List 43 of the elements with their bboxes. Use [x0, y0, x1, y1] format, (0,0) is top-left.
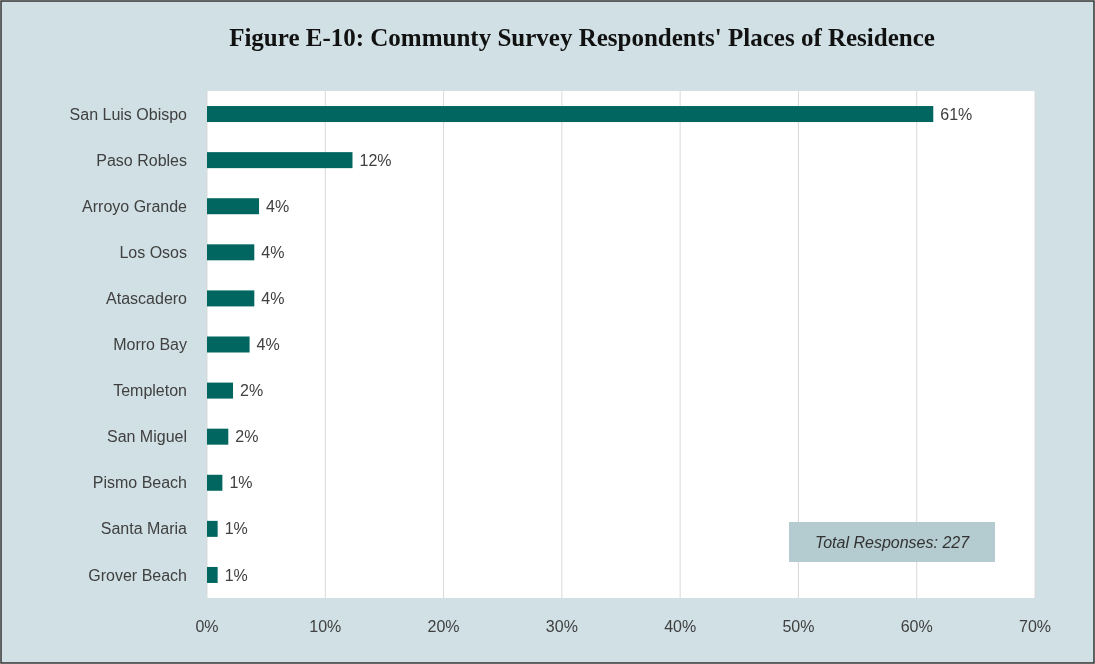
- bar: [207, 244, 255, 261]
- data-label: 4%: [256, 336, 280, 354]
- bar: [207, 198, 260, 215]
- bar: [207, 474, 223, 491]
- x-tick-label: 20%: [427, 617, 460, 635]
- y-tick-label: Santa Maria: [100, 520, 188, 538]
- data-label: 4%: [261, 243, 285, 261]
- y-tick-label: Arroyo Grande: [82, 197, 188, 215]
- x-tick-label: 70%: [1018, 617, 1052, 635]
- y-tick-label: Atascadero: [106, 290, 188, 308]
- bar: [207, 428, 229, 445]
- x-tick-label: 30%: [545, 617, 578, 635]
- x-tick-label: 40%: [664, 617, 697, 635]
- bar: [207, 290, 255, 307]
- y-tick-label: San Miguel: [106, 428, 187, 446]
- chart-title: Figure E-10: Communty Survey Respondents' Places of Residence: [229, 23, 935, 51]
- y-tick-label: Paso Robles: [96, 151, 187, 169]
- data-label: 1%: [229, 474, 253, 492]
- data-label: 4%: [266, 197, 290, 215]
- data-label: 1%: [224, 566, 248, 584]
- annotation: Total Responses: 227: [814, 533, 971, 551]
- x-tick-label: 50%: [782, 617, 815, 635]
- bar: [207, 336, 250, 353]
- y-tick-label: Grover Beach: [88, 566, 187, 584]
- x-tick-label: 10%: [309, 617, 342, 635]
- bar: [207, 106, 934, 123]
- bar: [207, 382, 234, 399]
- bar: [207, 566, 218, 583]
- y-tick-label: Los Osos: [119, 243, 187, 261]
- y-tick-label: Morro Bay: [113, 336, 187, 354]
- data-label: 2%: [240, 382, 264, 400]
- data-label: 12%: [359, 151, 392, 169]
- x-tick-label: 0%: [195, 617, 219, 635]
- data-label: 4%: [261, 290, 285, 308]
- bar: [207, 520, 218, 537]
- y-tick-label: San Luis Obispo: [69, 105, 188, 123]
- y-tick-label: Pismo Beach: [92, 474, 187, 492]
- bar: [207, 152, 353, 169]
- x-tick-label: 60%: [900, 617, 933, 635]
- data-label: 61%: [940, 105, 973, 123]
- y-tick-label: Templeton: [113, 382, 187, 400]
- data-label: 2%: [235, 428, 259, 446]
- data-label: 1%: [224, 520, 248, 538]
